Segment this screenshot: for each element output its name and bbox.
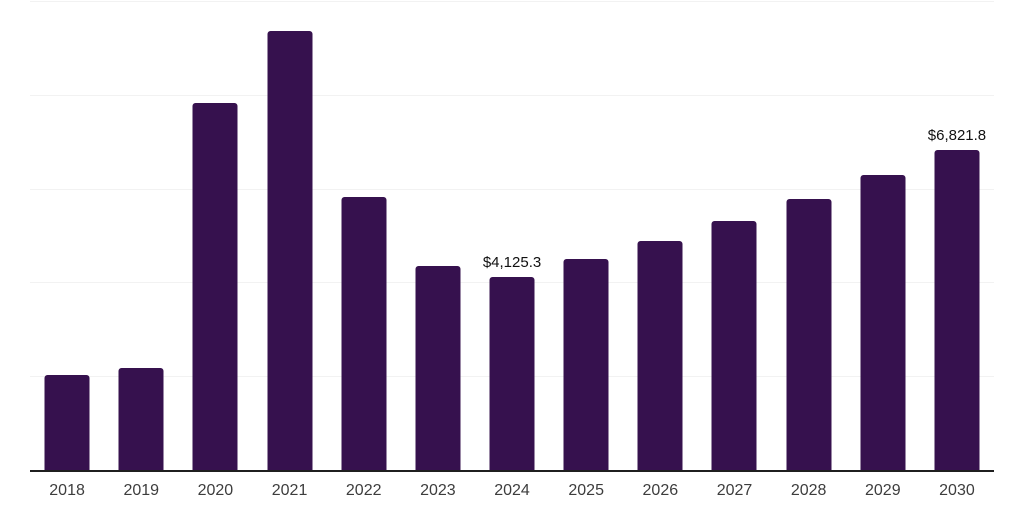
bar-slot-2022: 2022 <box>327 1 401 499</box>
x-tick-label-2021: 2021 <box>271 482 308 499</box>
x-tick-label-2030: 2030 <box>939 482 975 499</box>
bar-2025 <box>563 259 609 470</box>
bar-slot-2027: 2027 <box>697 1 771 499</box>
x-tick-label-2027: 2027 <box>716 482 753 499</box>
x-tick-label-2026: 2026 <box>642 482 679 499</box>
bar-slots: 2018 2019 2020 2021 2022 2023 $4,125.3 2024 2025… <box>30 1 994 499</box>
gridline-10000 <box>30 1 994 2</box>
bar-2027 <box>711 221 757 470</box>
bar-2030 <box>934 150 980 470</box>
bar-slot-2026: 2026 <box>623 1 697 499</box>
bar-slot-2023: 2023 <box>401 1 475 499</box>
bar-2026 <box>637 241 683 470</box>
gridline-6000 <box>30 188 994 190</box>
bar-2021 <box>267 30 313 470</box>
bar-slot-2021: 2021 <box>252 1 326 499</box>
x-tick-label-2020: 2020 <box>197 482 234 499</box>
bar-2020 <box>192 102 238 470</box>
bar-2019 <box>118 367 164 470</box>
bar-slot-2029: 2029 <box>846 1 920 499</box>
bar-2029 <box>860 175 906 470</box>
x-tick-label-2022: 2022 <box>345 482 382 499</box>
bar-slot-2028: 2028 <box>772 1 846 499</box>
bar-slot-2024: $4,125.3 2024 <box>475 1 549 499</box>
bar-2028 <box>786 199 832 470</box>
x-tick-label-2029: 2029 <box>865 482 901 499</box>
x-tick-label-2018: 2018 <box>49 482 85 499</box>
gridline-8000 <box>30 94 994 96</box>
bar-slot-2030: $6,821.8 2030 <box>920 1 994 498</box>
x-tick-label-2023: 2023 <box>420 482 456 499</box>
bar-2024 <box>489 276 535 470</box>
x-tick-label-2028: 2028 <box>790 482 827 499</box>
bar-2023 <box>415 265 461 470</box>
data-label-2024: $4,125.3 <box>482 253 542 271</box>
bar-slot-2019: 2019 <box>104 1 178 499</box>
bar-2018 <box>44 374 90 470</box>
bar-slot-2018: 2018 <box>30 1 104 499</box>
x-tick-label-2019: 2019 <box>123 482 160 499</box>
bar-slot-2025: 2025 <box>549 1 623 499</box>
data-label-2030: $6,821.8 <box>927 127 987 145</box>
x-tick-label-2024: 2024 <box>494 482 530 499</box>
bar-slot-2020: 2020 <box>178 1 252 499</box>
plot-area: 2018 2019 2020 2021 2022 2023 $4,125.3 2024 2025… <box>30 1 994 499</box>
x-tick-label-2025: 2025 <box>568 482 604 499</box>
bar-2022 <box>341 197 387 470</box>
